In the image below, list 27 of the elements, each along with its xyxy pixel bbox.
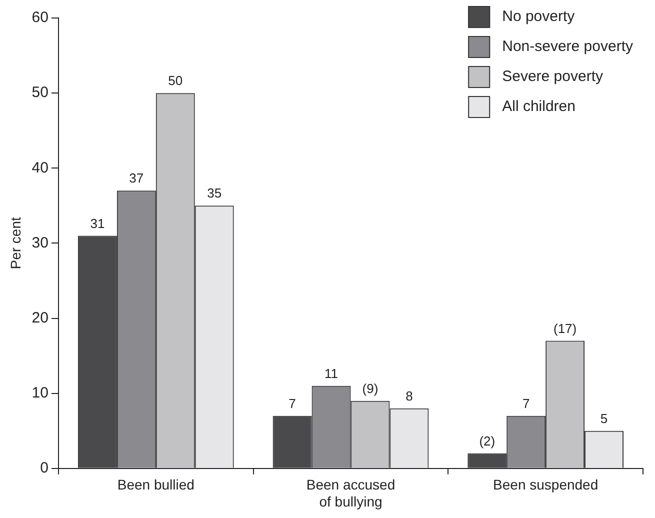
data-label: (9) [362,380,378,396]
data-label: 31 [90,216,105,231]
y-tick-label: 30 [32,234,48,252]
data-label: 5 [600,410,608,426]
y-tick-label: 10 [32,384,48,402]
data-label: 11 [324,366,338,381]
y-tick-label: 50 [32,84,48,102]
data-label: 35 [207,186,222,201]
x-tick-label: Been accused of bullying [306,476,396,510]
data-label: (2) [479,433,496,448]
data-label: 50 [168,73,183,88]
data-label: 37 [129,170,144,186]
y-tick-label: 40 [32,159,48,176]
y-tick-label: 20 [32,309,48,326]
y-axis-title: Per cent [7,217,24,270]
x-tick-label: Been suspended [493,476,598,493]
data-label: 7 [522,396,530,411]
y-tick-label: 60 [32,9,48,26]
x-tick-label: Been bullied [117,476,194,493]
legend-label: All children [502,98,576,116]
legend-label: Non-severe poverty [502,38,634,56]
legend-label: No poverty [502,8,576,26]
y-tick-label: 0 [40,460,48,477]
data-label: (17) [554,320,577,336]
data-label: 8 [406,388,413,404]
data-label: 7 [288,396,296,411]
legend-label: Severe poverty [502,68,604,86]
